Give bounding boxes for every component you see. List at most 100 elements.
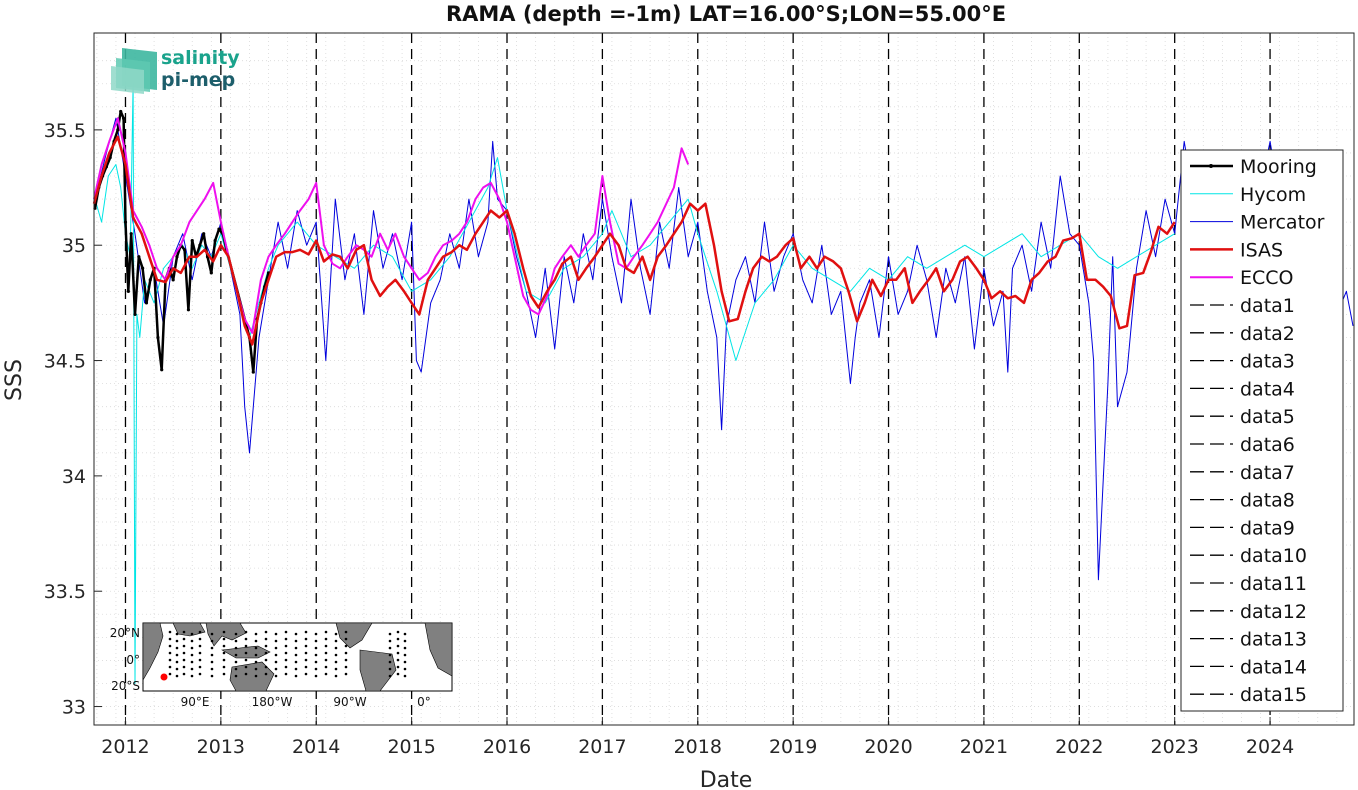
inset-mooring-dot xyxy=(274,660,278,664)
inset-mooring-dot xyxy=(168,672,172,676)
inset-mooring-dot xyxy=(222,672,226,676)
inset-mooring-dot xyxy=(254,632,258,636)
inset-mooring-dot xyxy=(324,651,328,655)
legend-label: data6 xyxy=(1240,434,1295,456)
inset-mooring-dot xyxy=(314,632,318,636)
y-tick-label: 34 xyxy=(62,466,86,488)
legend-label: data8 xyxy=(1240,490,1295,512)
inset-mooring-dot xyxy=(168,630,172,634)
legend-label: data13 xyxy=(1240,629,1307,651)
inset-mooring-dot xyxy=(254,646,258,650)
inset-mooring-dot xyxy=(168,637,172,641)
inset-mooring-dot xyxy=(190,674,194,678)
inset-mooring-dot xyxy=(264,644,268,648)
inset-mooring-dot xyxy=(168,658,172,662)
y-tick-label: 33.5 xyxy=(44,581,86,603)
inset-mooring-dot xyxy=(284,672,288,676)
legend-label: data1 xyxy=(1240,295,1295,317)
inset-mooring-dot xyxy=(344,651,348,655)
legend-item-data7: data7 xyxy=(1190,462,1295,484)
inset-mooring-dot xyxy=(403,653,407,657)
inset-mooring-dot xyxy=(388,632,392,636)
inset-mooring-dot xyxy=(190,646,194,650)
y-tick-label: 33 xyxy=(62,697,86,719)
inset-mooring-dot xyxy=(182,672,186,676)
legend-label: Mercator xyxy=(1240,212,1325,234)
x-tick-label: 2017 xyxy=(578,736,626,758)
inset-mooring-dot xyxy=(182,665,186,669)
inset-mooring-dot xyxy=(210,667,214,671)
inset-mooring-dot xyxy=(304,651,308,655)
legend-swatch-marker xyxy=(1209,164,1213,168)
series-point-mooring xyxy=(148,278,152,282)
legend-label: data2 xyxy=(1240,323,1295,345)
inset-mooring-dot xyxy=(175,667,179,671)
inset-mooring-dot xyxy=(314,674,318,678)
inset-mooring-dot xyxy=(403,660,407,664)
inset-mooring-dot xyxy=(304,644,308,648)
inset-mooring-dot xyxy=(222,637,226,641)
inset-mooring-dot xyxy=(234,674,238,678)
series-point-mooring xyxy=(202,232,206,236)
series-point-mooring xyxy=(133,312,137,317)
inset-mooring-dot xyxy=(190,653,194,657)
inset-mooring-dot xyxy=(264,637,268,641)
inset-mooring-dot xyxy=(274,632,278,636)
inset-mooring-dot xyxy=(234,639,238,643)
inset-mooring-dot xyxy=(396,658,400,662)
inset-mooring-dot xyxy=(314,667,318,671)
inset-mooring-dot xyxy=(334,660,338,664)
series-point-mooring xyxy=(116,128,120,132)
legend: Mooring Hycom Mercator ISAS ECCO data1 data2 da… xyxy=(1180,149,1344,712)
legend-item-data8: data8 xyxy=(1190,490,1295,512)
legend-item-hycom: Hycom xyxy=(1190,184,1306,206)
inset-mooring-dot xyxy=(234,667,238,671)
inset-mooring-dot xyxy=(234,632,238,636)
legend-label: data10 xyxy=(1240,545,1307,567)
inset-mooring-dot xyxy=(344,644,348,648)
x-tick-label: 2019 xyxy=(769,736,817,758)
x-tick-label: 2020 xyxy=(864,736,912,758)
inset-land-south-america xyxy=(359,649,397,692)
inset-mooring-dot xyxy=(168,651,172,655)
legend-item-mercator: Mercator xyxy=(1190,212,1325,234)
inset-mooring-dot xyxy=(334,646,338,650)
y-axis-label: SSS xyxy=(2,359,27,401)
x-tick-label: 2016 xyxy=(483,736,531,758)
inset-mooring-dot xyxy=(388,639,392,643)
inset-lat-label-20n: 20°N xyxy=(110,626,140,640)
series-point-mooring xyxy=(213,239,217,243)
inset-mooring-dot xyxy=(190,632,194,636)
y-tick-label: 35.5 xyxy=(44,120,86,142)
inset-mooring-dot xyxy=(254,667,258,671)
inset-mooring-dot xyxy=(222,644,226,648)
series-point-mooring xyxy=(198,243,202,247)
inset-mooring-dot xyxy=(403,646,407,650)
inset-mooring-dot xyxy=(254,639,258,643)
inset-mooring-dot xyxy=(304,637,308,641)
inset-mooring-dot xyxy=(334,639,338,643)
inset-mooring-dot xyxy=(314,639,318,643)
data-series xyxy=(92,83,1354,684)
inset-mooring-dot xyxy=(334,667,338,671)
inset-mooring-dot xyxy=(264,658,268,662)
legend-item-data4: data4 xyxy=(1190,378,1295,400)
inset-location-map: 20°N 0° 20°S 90°E 180°W 90°W 0° xyxy=(110,622,453,709)
inset-mooring-dot xyxy=(244,672,248,676)
legend-item-data9: data9 xyxy=(1190,517,1295,539)
inset-mooring-dot xyxy=(294,660,298,664)
legend-label: Mooring xyxy=(1240,156,1317,178)
inset-mooring-dot xyxy=(210,660,214,664)
x-tick-label: 2015 xyxy=(387,736,435,758)
inset-mooring-dot xyxy=(244,665,248,669)
inset-land-arabia xyxy=(172,622,206,637)
inset-mooring-dot xyxy=(324,658,328,662)
inset-mooring-dot xyxy=(254,653,258,657)
inset-lat-label-0: 0° xyxy=(126,653,140,667)
series-point-mooring xyxy=(123,220,128,224)
inset-mooring-dot xyxy=(244,658,248,662)
inset-mooring-dot xyxy=(294,646,298,650)
inset-land-west-africa xyxy=(424,622,453,677)
series-point-mooring xyxy=(160,368,164,372)
legend-label: data5 xyxy=(1240,406,1295,428)
